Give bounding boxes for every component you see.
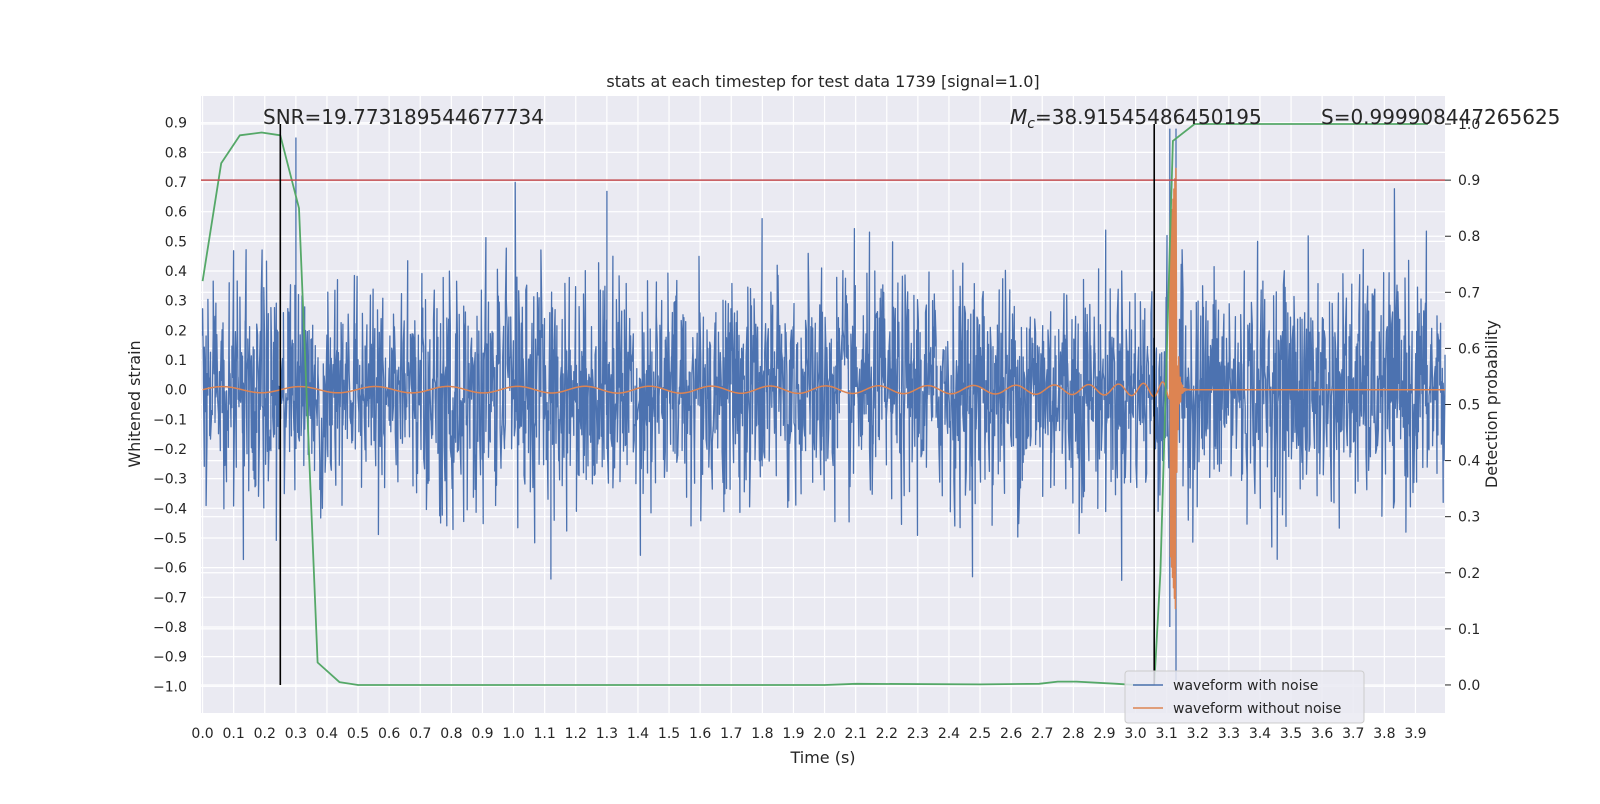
- x-tick-label: 3.0: [1124, 726, 1146, 742]
- y2-tick-label: 0.8: [1458, 229, 1480, 245]
- x-tick-label: 0.4: [316, 726, 338, 742]
- x-tick-label: 1.3: [596, 726, 618, 742]
- x-tick-label: 0.9: [471, 726, 493, 742]
- clean-waveform-series: [202, 167, 1446, 610]
- x-tick-label: 2.3: [907, 726, 929, 742]
- overlay-layer: [201, 124, 1445, 685]
- x-tick-label: 1.2: [565, 726, 587, 742]
- tick-labels: 0.0 0.1 0.2 0.3 0.4 0.5 0.6 0.7 0.8 0.9 1.0 1.1 1.2 1…: [153, 116, 1480, 742]
- legend-box: [1124, 670, 1365, 724]
- legend-label-clean: waveform without noise: [1173, 701, 1341, 717]
- x-tick-label: 3.8: [1373, 726, 1395, 742]
- mc-symbol: M: [1010, 105, 1027, 129]
- x-tick-label: 3.4: [1249, 726, 1271, 742]
- y2-tick-label: 0.9: [1458, 173, 1480, 189]
- noisy-waveform-series: [201, 128, 1446, 681]
- x-tick-label: 1.0: [502, 726, 524, 742]
- legend: waveform with noise waveform without noi…: [1124, 670, 1365, 724]
- y-tick-label: −0.6: [153, 561, 187, 577]
- mc-subscript: c: [1027, 116, 1035, 132]
- x-tick-label: 0.3: [285, 726, 307, 742]
- x-tick-label: 0.1: [223, 726, 245, 742]
- x-tick-label: 2.1: [845, 726, 867, 742]
- x-tick-label: 3.7: [1342, 726, 1364, 742]
- legend-label-noise: waveform with noise: [1173, 678, 1318, 694]
- y2-tick-label: 0.2: [1458, 566, 1480, 582]
- y2-tick-label: 0.5: [1458, 398, 1480, 414]
- x-tick-label: 2.5: [969, 726, 991, 742]
- x-tick-label: 2.9: [1093, 726, 1115, 742]
- x-tick-label: 3.5: [1280, 726, 1302, 742]
- x-tick-label: 1.1: [534, 726, 556, 742]
- y2-tick-label: 0.3: [1458, 510, 1480, 526]
- x-tick-label: 2.2: [876, 726, 898, 742]
- y2-tick-label: 0.1: [1458, 622, 1480, 638]
- y-tick-label: 0.6: [165, 205, 187, 221]
- y-tick-label: 0.8: [165, 145, 187, 161]
- y-tick-label: 0.7: [165, 175, 187, 191]
- x-tick-label: 1.7: [720, 726, 742, 742]
- y-tick-label: −0.5: [153, 531, 187, 547]
- x-tick-label: 0.7: [409, 726, 431, 742]
- x-tick-label: 1.5: [658, 726, 680, 742]
- x-tick-label: 0.8: [440, 726, 462, 742]
- x-tick-label: 2.8: [1062, 726, 1084, 742]
- y-tick-label: 0.4: [165, 264, 187, 280]
- y2-tick-label: 0.0: [1458, 678, 1480, 694]
- y-tick-label: 0.0: [165, 383, 187, 399]
- y-tick-label: −0.1: [153, 412, 187, 428]
- x-tick-label: 1.8: [751, 726, 773, 742]
- y-tick-label: −0.7: [153, 590, 187, 606]
- x-tick-label: 3.1: [1156, 726, 1178, 742]
- x-tick-label: 3.6: [1311, 726, 1333, 742]
- x-tick-label: 1.4: [627, 726, 649, 742]
- x-tick-label: 3.2: [1187, 726, 1209, 742]
- y-tick-label: −1.0: [153, 679, 187, 695]
- chirp-mass-annotation: Mc=38.91545486450195: [1010, 105, 1262, 132]
- x-tick-label: 2.0: [813, 726, 835, 742]
- x-tick-label: 0.6: [378, 726, 400, 742]
- x-tick-label: 0.0: [191, 726, 213, 742]
- y-tick-label: 0.5: [165, 234, 187, 250]
- x-tick-label: 3.9: [1404, 726, 1426, 742]
- y2-tick-label: 0.7: [1458, 285, 1480, 301]
- x-tick-label: 2.6: [1000, 726, 1022, 742]
- x-tick-label: 3.3: [1218, 726, 1240, 742]
- x-tick-label: 0.2: [254, 726, 276, 742]
- y-tick-label: 0.2: [165, 323, 187, 339]
- x-tick-label: 1.6: [689, 726, 711, 742]
- y2-tick-label: 1.0: [1458, 117, 1480, 133]
- y-tick-label: −0.3: [153, 472, 187, 488]
- y-tick-label: −0.9: [153, 650, 187, 666]
- chart-title: stats at each timestep for test data 173…: [606, 72, 1039, 91]
- y2-axis-label: Detection probability: [1482, 320, 1501, 488]
- snr-annotation: SNR=19.773189544677734: [263, 105, 544, 129]
- x-tick-label: 1.9: [782, 726, 804, 742]
- y-tick-label: 0.9: [165, 116, 187, 132]
- y2-tick-label: 0.6: [1458, 341, 1480, 357]
- y-tick-label: −0.4: [153, 501, 187, 517]
- x-tick-label: 0.5: [347, 726, 369, 742]
- x-tick-label: 2.4: [938, 726, 960, 742]
- y-tick-label: −0.8: [153, 620, 187, 636]
- mc-value: =38.91545486450195: [1035, 105, 1262, 129]
- y-tick-label: 0.3: [165, 294, 187, 310]
- y-tick-label: 0.1: [165, 353, 187, 369]
- y-tick-label: −0.2: [153, 442, 187, 458]
- detection-score-annotation: S=0.999908447265625: [1321, 105, 1560, 129]
- x-tick-label: 2.7: [1031, 726, 1053, 742]
- x-axis-label: Time (s): [789, 748, 855, 767]
- y2-tick-label: 0.4: [1458, 454, 1480, 470]
- y-axis-label: Whitened strain: [125, 340, 144, 467]
